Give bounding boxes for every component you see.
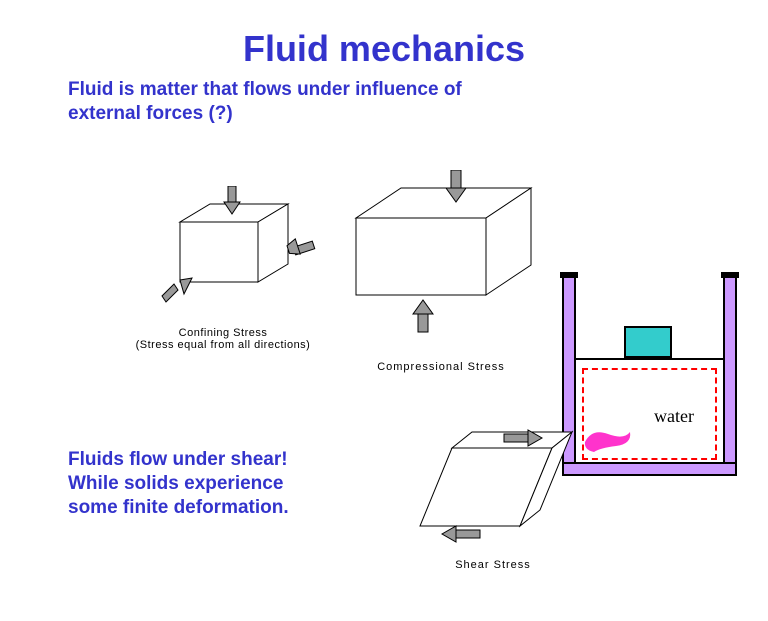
bottom-text-l3: some finite deformation.: [68, 497, 289, 518]
arrow-bottom-left-icon: [442, 526, 480, 542]
shear-cube-svg: [408, 418, 578, 548]
water-label: water: [654, 406, 694, 427]
figure-confining-stress: Confining Stress (Stress equal from all …: [118, 186, 328, 351]
bottom-text-l2: While solids experience: [68, 473, 283, 494]
compressional-caption: Compressional Stress: [326, 361, 556, 373]
confining-caption-l1: Confining Stress: [179, 327, 268, 339]
bottom-text-l1: Fluids flow under shear!: [68, 449, 288, 470]
figure-shear-stress: Shear Stress: [408, 418, 578, 571]
beaker-top-right: [721, 272, 739, 278]
compressional-cube-svg: [326, 170, 556, 350]
beaker-pink-shape-icon: [580, 424, 635, 454]
confining-caption: Confining Stress (Stress equal from all …: [118, 327, 328, 351]
subtitle-line1: Fluid is matter that flows under influen…: [68, 79, 462, 100]
subtitle-line2: external forces (?): [68, 103, 233, 124]
figure-compressional-stress: Compressional Stress: [326, 170, 556, 373]
arrow-front-icon: [162, 278, 192, 302]
beaker-float-box: [624, 326, 672, 358]
bottom-text: Fluids flow under shear! While solids ex…: [68, 448, 289, 519]
shear-caption: Shear Stress: [408, 559, 578, 571]
beaker-top-left: [560, 272, 578, 278]
beaker-right-wall: [723, 276, 737, 476]
beaker-bottom-wall: [562, 462, 737, 476]
confining-cube-svg: [118, 186, 328, 316]
confining-caption-l2: (Stress equal from all directions): [136, 339, 311, 351]
arrow-right-icon: [286, 239, 315, 257]
arrow-bottom-icon: [413, 300, 433, 332]
beaker-divider: [576, 358, 723, 360]
page-title: Fluid mechanics: [0, 28, 768, 70]
subtitle: Fluid is matter that flows under influen…: [68, 78, 768, 126]
figure-water-beaker: water: [562, 276, 737, 481]
